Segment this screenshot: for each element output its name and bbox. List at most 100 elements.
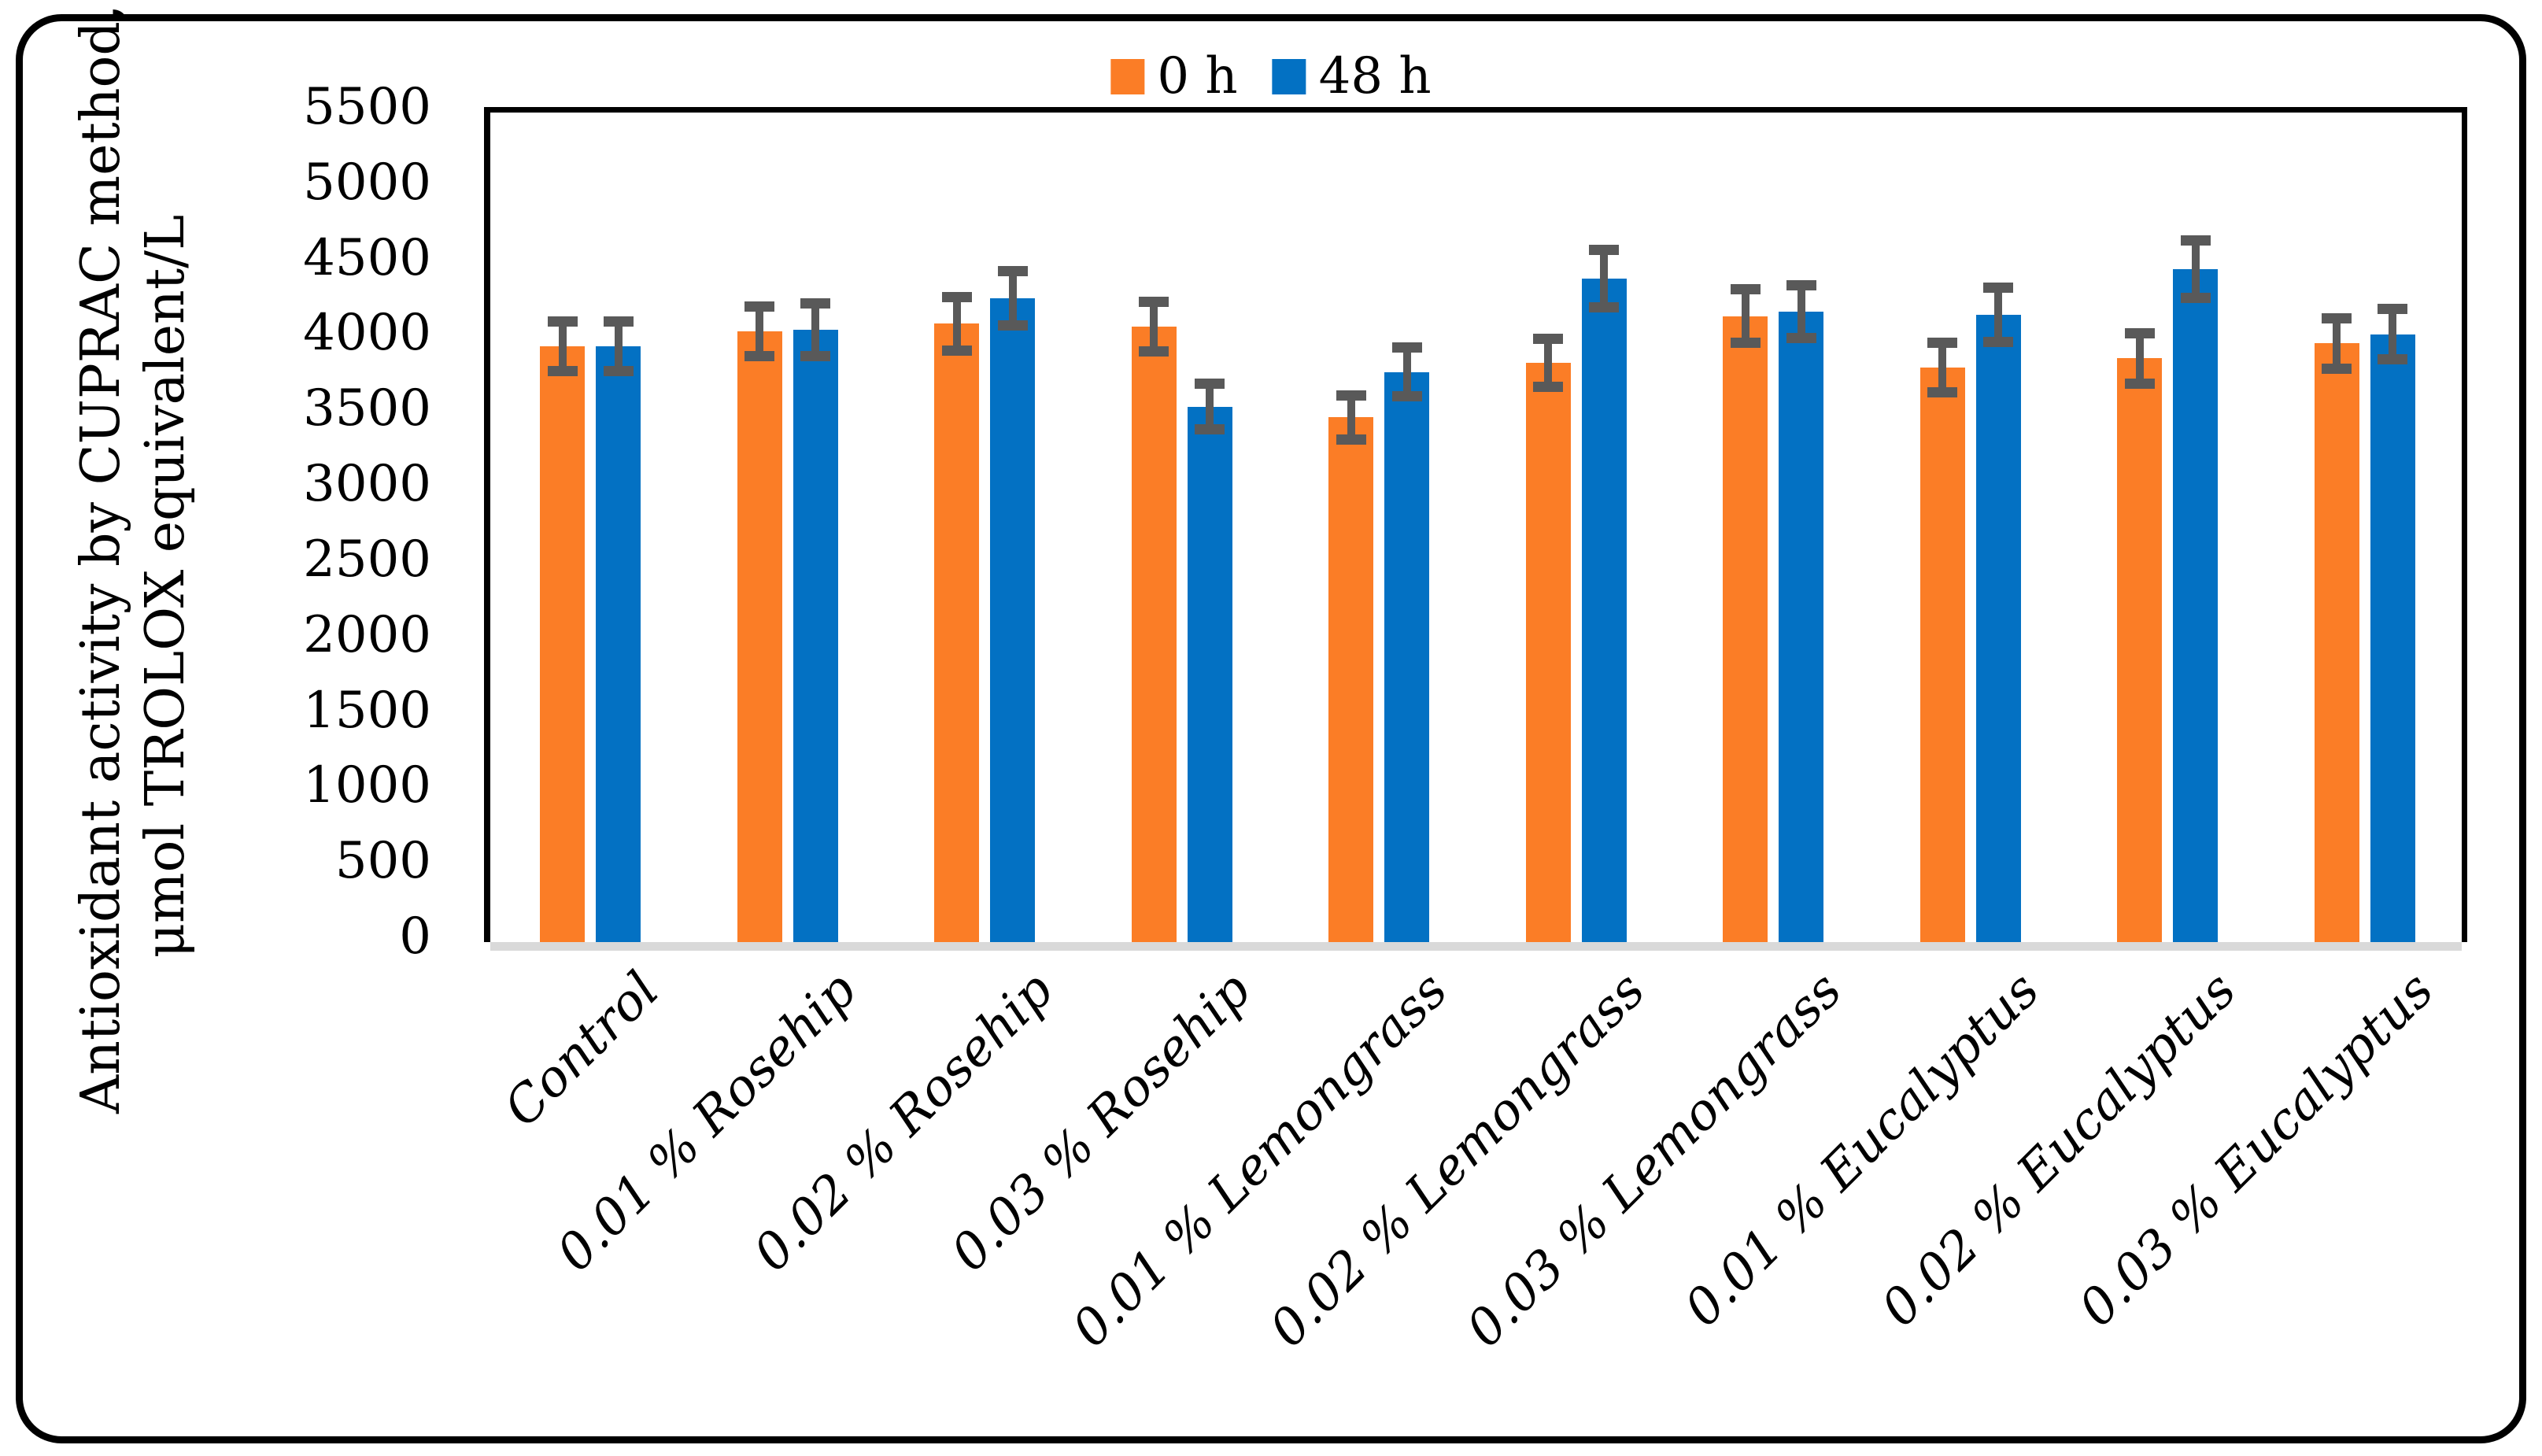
chart-legend: 0 h 48 h [1110, 46, 1432, 107]
error-bar-bottom-cap [2180, 293, 2211, 304]
y-tick-label: 5000 [303, 153, 431, 212]
error-bar-bottom-cap [1391, 390, 1422, 401]
error-bar [1786, 279, 1816, 344]
error-bar [2180, 235, 2211, 304]
legend-label-48h: 48 h [1318, 47, 1432, 105]
bar-0h [1328, 417, 1373, 942]
error-bar [1336, 390, 1366, 445]
figure-border-frame [16, 14, 2526, 1443]
bar-48h [1187, 406, 1232, 942]
bar-0h [2117, 358, 2162, 942]
error-bar-bottom-cap [1589, 301, 1619, 312]
error-bar-bottom-cap [941, 345, 972, 356]
error-bar-stem [2191, 240, 2200, 299]
error-bar-stem [1150, 301, 1158, 353]
error-bar [1391, 342, 1422, 401]
error-bar [547, 316, 578, 377]
error-bar-stem [1544, 338, 1552, 388]
error-bar-bottom-cap [744, 351, 774, 362]
error-bar-bottom-cap [2378, 354, 2407, 365]
error-bar-stem [1008, 270, 1017, 326]
error-bar-stem [1347, 394, 1355, 440]
bar-0h [1919, 367, 1965, 942]
bar-48h [2173, 269, 2218, 942]
y-tick-label: 3000 [303, 455, 431, 514]
y-tick-label: 3500 [303, 379, 431, 438]
bar-0h [540, 346, 585, 942]
y-tick-label: 0 [399, 907, 431, 966]
error-bar [1927, 337, 1957, 398]
error-bar-stem [952, 297, 961, 351]
error-bar-bottom-cap [603, 366, 634, 377]
error-bar-bottom-cap [1533, 382, 1563, 393]
error-bar [1589, 244, 1619, 312]
error-bar-bottom-cap [547, 366, 578, 377]
error-bar-stem [1994, 286, 2002, 342]
error-bar-bottom-cap [1195, 424, 1225, 435]
bar-48h [596, 346, 641, 942]
error-bar-bottom-cap [1730, 337, 1761, 348]
error-bar-stem [1797, 284, 1805, 339]
y-tick-label: 1000 [303, 756, 431, 815]
error-bar-bottom-cap [1786, 333, 1816, 344]
legend-swatch-0h [1110, 58, 1145, 94]
bar-48h [1779, 311, 1823, 942]
y-tick-label: 2500 [303, 530, 431, 589]
bar-48h [793, 329, 838, 942]
error-bar-stem [2389, 309, 2396, 360]
error-bar-stem [2333, 317, 2341, 369]
bar-0h [737, 331, 782, 942]
y-tick-label: 500 [334, 832, 431, 891]
bar-48h [990, 297, 1035, 942]
y-axis-title: Antioxidant activity by CUPRAC method, μ… [69, 4, 198, 1114]
error-bar-stem [1402, 347, 1411, 397]
error-bar-bottom-cap [1139, 346, 1169, 357]
error-bar-bottom-cap [997, 320, 1028, 331]
legend-swatch-48h [1272, 58, 1306, 94]
error-bar [603, 316, 634, 377]
error-bar-bottom-cap [1336, 434, 1366, 445]
y-axis-title-line1: Antioxidant activity by CUPRAC method, [70, 4, 132, 1114]
error-bar-bottom-cap [1983, 336, 2013, 347]
bar-48h [2370, 334, 2415, 942]
error-bar-stem [1600, 249, 1608, 308]
error-bar [1139, 296, 1169, 357]
error-bar-bottom-cap [2124, 378, 2155, 389]
y-tick-label: 4000 [303, 304, 431, 363]
error-bar-bottom-cap [1927, 387, 1957, 398]
bar-0h [1525, 363, 1571, 942]
error-bar [2124, 328, 2155, 389]
bar-0h [934, 323, 979, 942]
legend-item-0h: 0 h [1110, 46, 1238, 107]
error-bar-stem [614, 320, 623, 372]
bar-0h [2314, 343, 2359, 942]
y-tick-label: 2000 [303, 605, 431, 664]
error-bar-stem [2135, 333, 2144, 384]
error-bar-stem [756, 305, 763, 357]
error-bar [2378, 304, 2407, 365]
error-bar [1983, 282, 2013, 347]
bar-0h [1723, 316, 1768, 942]
error-bar [1533, 333, 1563, 393]
error-bar-stem [1206, 383, 1214, 431]
error-bar-stem [811, 302, 819, 357]
error-bar-stem [1741, 289, 1749, 343]
error-bar-bottom-cap [800, 351, 830, 362]
legend-item-48h: 48 h [1272, 46, 1432, 107]
y-tick-label: 5500 [303, 78, 431, 136]
y-axis-title-line2: μmol TROLOX equivalent/L [135, 214, 197, 959]
error-bar [1730, 284, 1761, 348]
error-bar [1195, 379, 1225, 435]
error-bar [997, 265, 1028, 331]
error-bar-stem [1938, 342, 1946, 394]
error-bar [941, 292, 972, 356]
x-axis-baseline [490, 942, 2462, 951]
bar-48h [1975, 314, 2021, 942]
error-bar [800, 297, 830, 362]
error-bar [2322, 312, 2352, 374]
bar-48h [1581, 278, 1627, 942]
error-bar-bottom-cap [2322, 363, 2352, 374]
error-bar [744, 301, 774, 362]
bar-0h [1131, 327, 1177, 942]
